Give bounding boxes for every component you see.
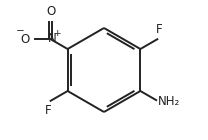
Text: NH₂: NH₂ bbox=[158, 95, 181, 108]
Text: +: + bbox=[53, 29, 61, 38]
Text: −: − bbox=[15, 26, 24, 36]
Text: F: F bbox=[155, 23, 162, 36]
Text: O: O bbox=[20, 33, 30, 46]
Text: F: F bbox=[45, 104, 52, 117]
Text: N: N bbox=[48, 32, 56, 45]
Text: O: O bbox=[46, 5, 55, 18]
